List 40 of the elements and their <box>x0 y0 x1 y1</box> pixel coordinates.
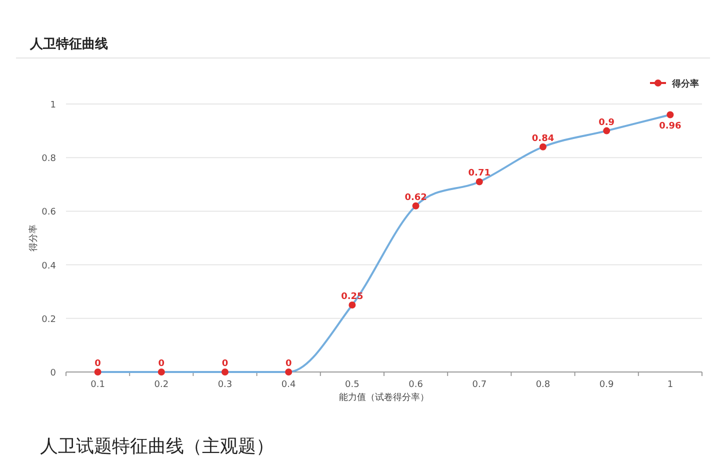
y-tick-label: 0.6 <box>42 208 56 218</box>
y-tick-label: 1 <box>50 100 56 110</box>
data-label: 0.84 <box>532 134 554 144</box>
x-tick-label: 0.9 <box>599 380 614 390</box>
x-tick-label: 0.1 <box>90 380 105 390</box>
x-tick-label: 0.2 <box>154 380 169 390</box>
text: 人卫试题特征曲线（主观题） <box>40 436 274 457</box>
x-tick-label: 0.6 <box>408 380 424 390</box>
y-axis-title: 得分率 <box>28 224 39 252</box>
point <box>666 111 674 118</box>
point <box>348 302 356 308</box>
y-tick-label: 0.2 <box>42 314 56 325</box>
point <box>158 368 165 376</box>
y-tick-label: 0.4 <box>42 261 56 272</box>
data-label: 0.71 <box>468 168 491 179</box>
data-label: 0 <box>158 359 165 369</box>
y-tick-label: 0 <box>50 368 56 378</box>
point <box>476 178 483 186</box>
data-label: 0.62 <box>404 192 427 203</box>
x-tick-label: 0.3 <box>218 380 232 390</box>
point <box>222 368 228 376</box>
legend-label: 得分率 <box>671 78 699 90</box>
data-label: 0 <box>285 359 292 369</box>
chart-title: 人卫特征曲线 <box>29 37 108 52</box>
point <box>412 202 420 210</box>
x-tick-label: 0.8 <box>536 380 550 390</box>
point <box>540 143 546 150</box>
x-tick-label: 0.4 <box>281 380 296 390</box>
x-tick-label: 1 <box>667 380 674 390</box>
y-tick-label: 0.8 <box>42 154 56 164</box>
data-label: 0.96 <box>659 122 682 132</box>
x-axis-title: 能力值（试卷得分率） <box>339 392 429 403</box>
point <box>94 368 102 376</box>
data-label: 0.9 <box>598 118 615 128</box>
data-label: 0 <box>222 359 228 369</box>
point <box>603 127 610 134</box>
x-tick-label: 0.5 <box>345 380 360 390</box>
x-tick-label: 0.7 <box>472 380 487 390</box>
point <box>285 368 292 376</box>
data-label: 0 <box>94 359 101 369</box>
